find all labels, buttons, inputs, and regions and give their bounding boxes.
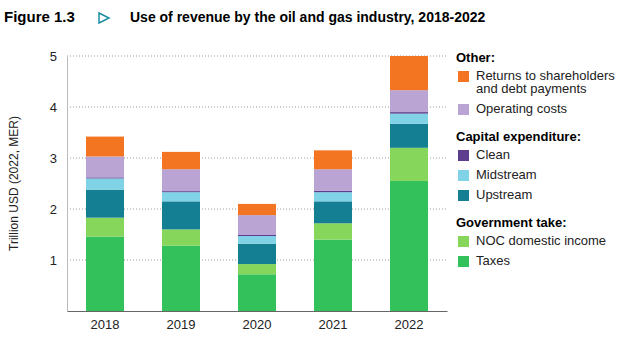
figure-label: Figure 1.3 <box>4 8 75 25</box>
y-tick-label: 4 <box>50 100 57 115</box>
y-tick-label: 2 <box>50 202 57 217</box>
bar-segment <box>390 148 428 181</box>
bar-segment <box>162 246 200 311</box>
bar-segment <box>238 204 276 215</box>
bar-segment <box>390 90 428 112</box>
series <box>86 114 428 244</box>
bar-segment <box>314 192 352 201</box>
x-tick-label: 2021 <box>319 317 348 332</box>
bar-segment <box>390 56 428 90</box>
series <box>86 90 428 235</box>
bar-segment <box>238 236 276 244</box>
title-icon <box>99 13 109 23</box>
bar-segment <box>314 240 352 311</box>
chart: Figure 1.3 Use of revenue by the oil and … <box>0 0 640 348</box>
y-axis: 1 2 3 4 5 <box>50 49 68 312</box>
x-axis-line <box>68 311 448 312</box>
series <box>86 112 428 236</box>
legend-swatch <box>458 236 469 247</box>
legend-label: Operating costs <box>476 101 568 116</box>
series <box>86 181 428 311</box>
bar-segment <box>314 150 352 169</box>
y-tick: 3 <box>50 151 67 166</box>
legend-swatch <box>458 150 469 161</box>
legend-label: Returns to shareholdersand debt payments <box>476 68 615 96</box>
bar-segment <box>390 124 428 148</box>
bar-segment <box>86 237 124 311</box>
legend-swatch <box>458 104 469 115</box>
bar-segment <box>162 229 200 245</box>
bar-segment <box>162 152 200 169</box>
x-tick: 2022 <box>395 311 424 332</box>
y-tick-label: 5 <box>50 49 57 64</box>
bar-segment <box>86 178 124 189</box>
bar-segment <box>86 218 124 237</box>
y-tick: 1 <box>50 253 67 268</box>
legend-group-title: Other: <box>456 50 495 65</box>
bar-segment <box>162 201 200 229</box>
series <box>86 148 428 274</box>
bar-segment <box>238 215 276 235</box>
bar-segment <box>314 191 352 193</box>
x-tick-label: 2019 <box>167 317 196 332</box>
bar-segment <box>162 169 200 191</box>
legend-swatch <box>458 71 469 82</box>
bar-segment <box>390 112 428 114</box>
bar-segment <box>238 235 276 236</box>
x-tick: 2019 <box>167 311 196 332</box>
legend-group-title: Capital expenditure: <box>456 129 581 144</box>
y-tick-label: 3 <box>50 151 57 166</box>
legend: Other: Returns to shareholdersand debt pa… <box>456 50 615 268</box>
bar-segment <box>86 190 124 218</box>
bar-segment <box>86 156 124 177</box>
bar-segment <box>86 137 124 157</box>
x-tick-label: 2018 <box>91 317 120 332</box>
legend-group-title: Government take: <box>456 215 567 230</box>
legend-swatch <box>458 170 469 181</box>
bar-segment <box>390 114 428 124</box>
bar-segment <box>238 274 276 311</box>
y-axis-line <box>67 57 68 312</box>
title: Use of revenue by the oil and gas indust… <box>130 9 486 25</box>
bar-segment <box>390 181 428 311</box>
y-tick: 2 <box>50 202 67 217</box>
y-axis-title: Trillion USD (2022, MER) <box>7 116 21 251</box>
legend-label: Midstream <box>476 167 537 182</box>
x-tick: 2018 <box>91 311 120 332</box>
legend-swatch <box>458 190 469 201</box>
bar-segment <box>314 201 352 223</box>
y-tick: 5 <box>50 49 67 64</box>
bar-segment <box>314 169 352 190</box>
bar-segment <box>86 177 124 178</box>
bar-segment <box>162 191 200 192</box>
y-tick: 4 <box>50 100 67 115</box>
x-axis: 2018 2019 2020 2021 2022 <box>68 311 448 332</box>
bar-segment <box>238 244 276 264</box>
bar-segment <box>162 192 200 201</box>
x-tick-label: 2020 <box>243 317 272 332</box>
x-tick: 2021 <box>319 311 348 332</box>
series <box>86 124 428 264</box>
legend-label: Taxes <box>476 253 510 268</box>
series <box>86 56 428 215</box>
legend-label: NOC domestic income <box>476 233 606 248</box>
legend-label: Clean <box>476 147 510 162</box>
y-tick-label: 1 <box>50 253 57 268</box>
legend-label: Upstream <box>476 187 532 202</box>
bar-segment <box>314 223 352 239</box>
x-tick: 2020 <box>243 311 272 332</box>
bar-segment <box>238 264 276 274</box>
legend-swatch <box>458 256 469 267</box>
x-tick-label: 2022 <box>395 317 424 332</box>
bars <box>86 56 428 311</box>
